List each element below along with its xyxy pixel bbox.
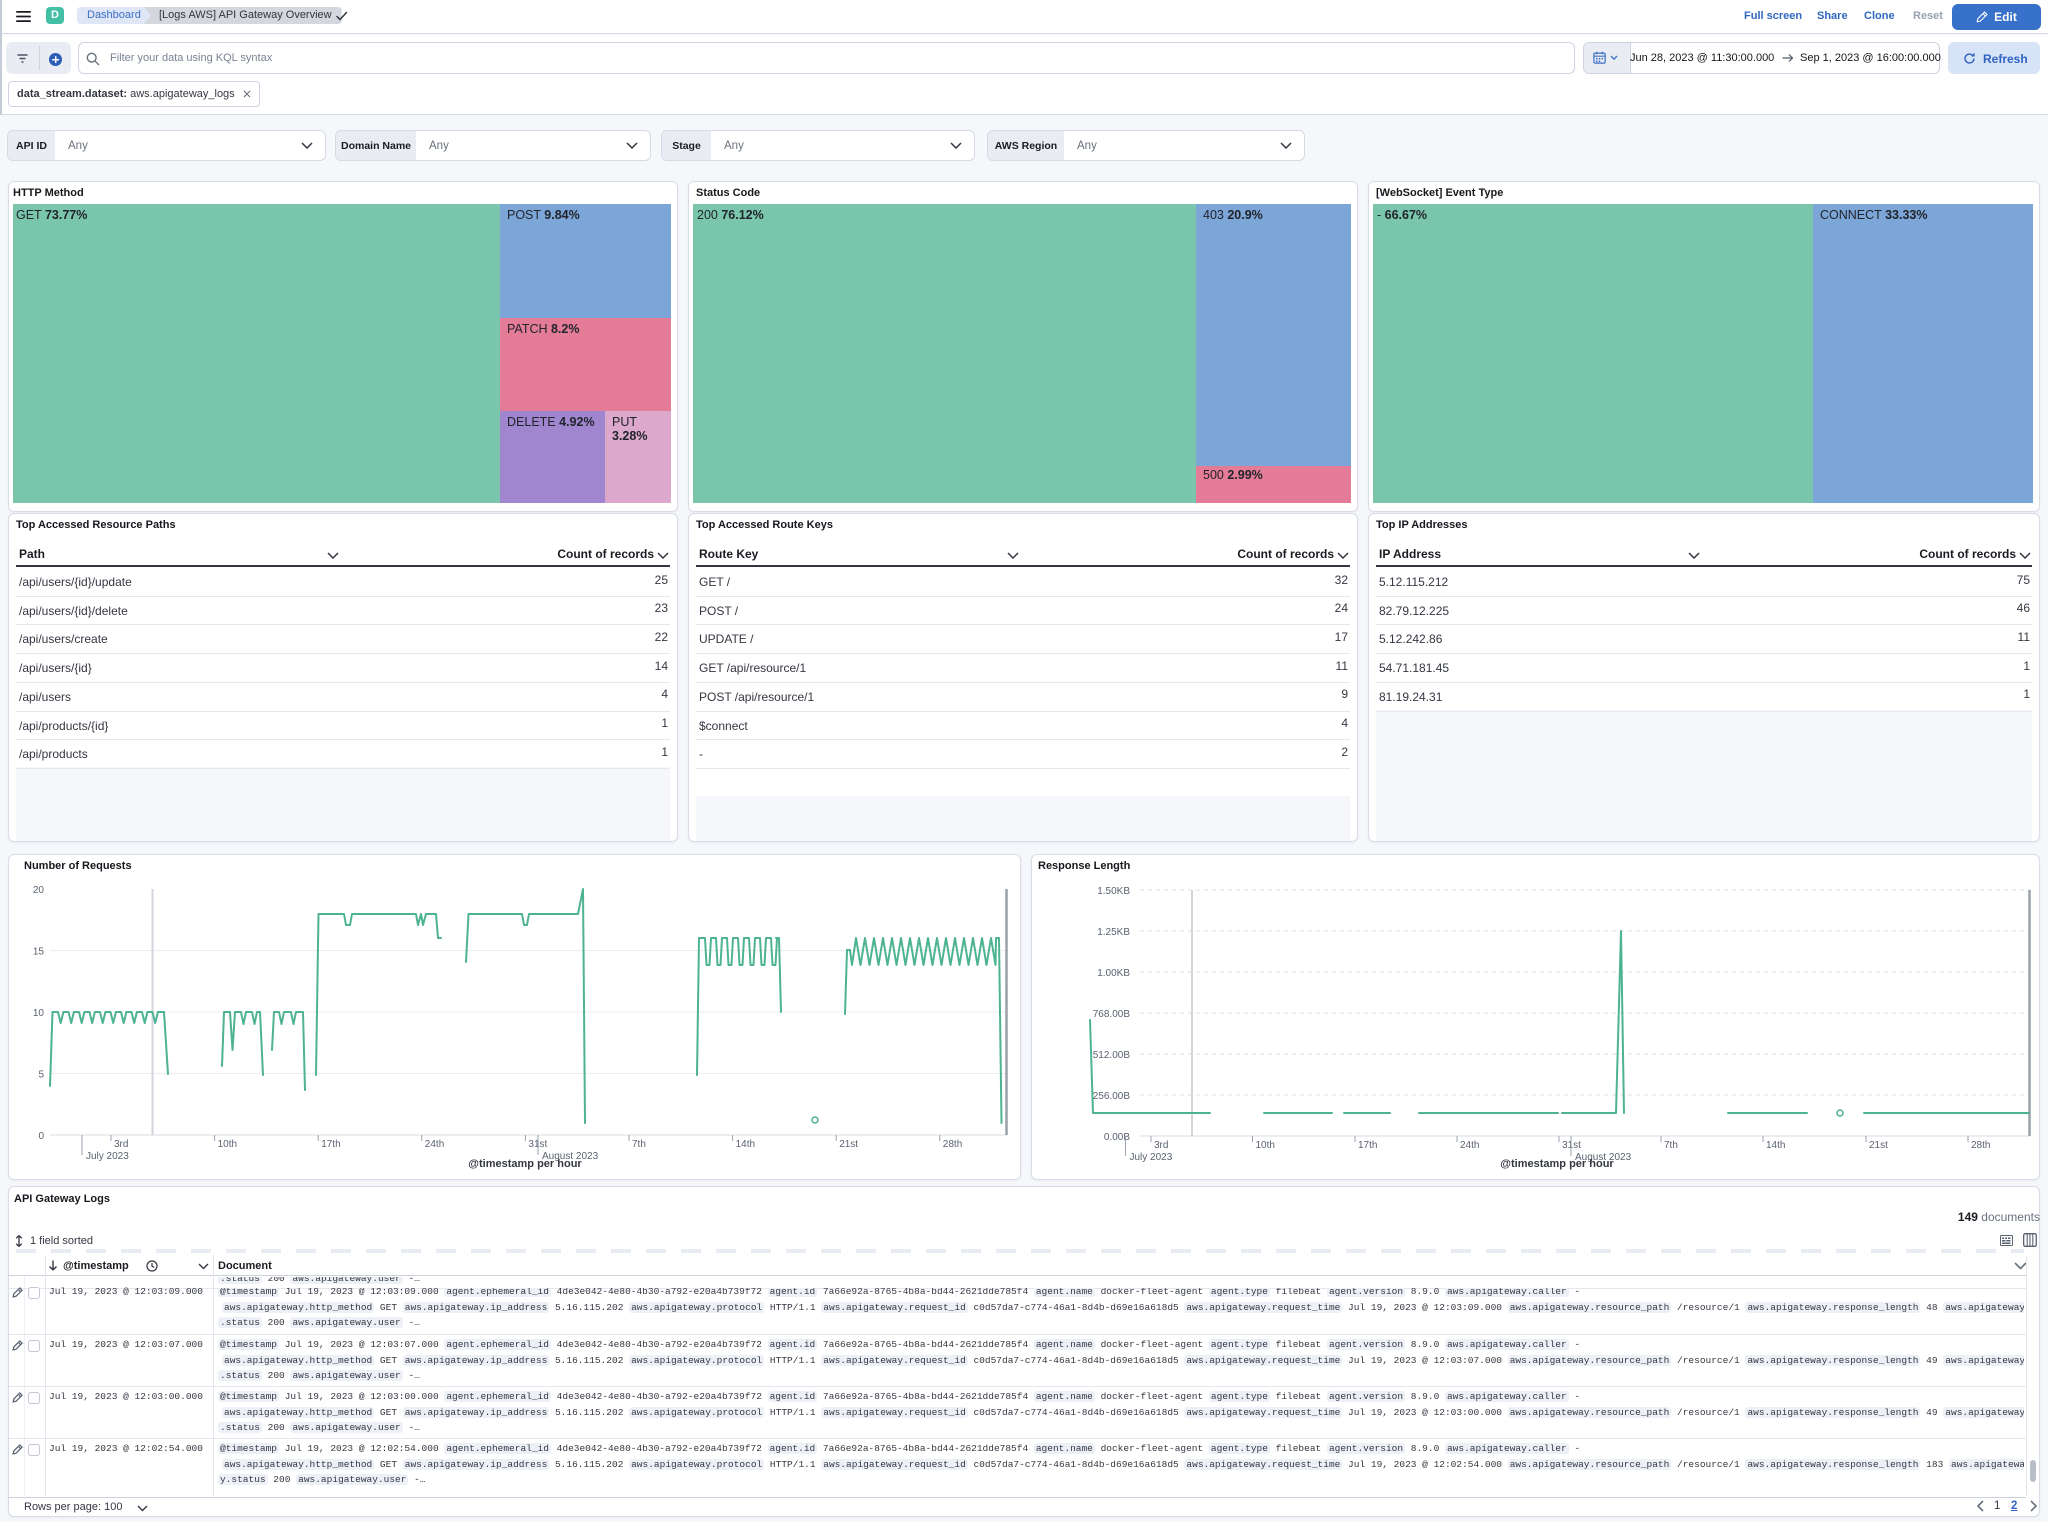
- svg-text:24th: 24th: [1460, 1140, 1479, 1151]
- svg-text:28th: 28th: [1971, 1140, 1990, 1151]
- svg-text:17th: 17th: [1358, 1140, 1377, 1151]
- svg-text:5: 5: [38, 1070, 44, 1081]
- svg-text:17th: 17th: [321, 1139, 340, 1150]
- svg-text:July 2023: July 2023: [86, 1151, 129, 1162]
- svg-text:@timestamp per hour: @timestamp per hour: [468, 1158, 582, 1170]
- svg-text:21st: 21st: [839, 1139, 858, 1150]
- svg-text:24th: 24th: [425, 1139, 444, 1150]
- svg-text:14th: 14th: [1766, 1140, 1785, 1151]
- svg-text:July 2023: July 2023: [1130, 1152, 1173, 1163]
- svg-text:0: 0: [38, 1131, 44, 1142]
- svg-text:7th: 7th: [1664, 1140, 1678, 1151]
- svg-text:1.00KB: 1.00KB: [1097, 968, 1130, 979]
- svg-text:512.00B: 512.00B: [1093, 1050, 1131, 1061]
- svg-text:10th: 10th: [1256, 1140, 1275, 1151]
- svg-text:14th: 14th: [736, 1139, 755, 1150]
- svg-text:256.00B: 256.00B: [1093, 1091, 1131, 1102]
- svg-text:@timestamp per hour: @timestamp per hour: [1500, 1158, 1614, 1170]
- svg-text:August 2023: August 2023: [542, 1151, 599, 1162]
- svg-text:3rd: 3rd: [1154, 1140, 1168, 1151]
- svg-text:7th: 7th: [632, 1139, 646, 1150]
- svg-text:15: 15: [33, 947, 45, 958]
- svg-text:1.50KB: 1.50KB: [1097, 886, 1130, 897]
- svg-text:10: 10: [33, 1008, 45, 1019]
- svg-text:28th: 28th: [943, 1139, 962, 1150]
- svg-text:10th: 10th: [218, 1139, 237, 1150]
- svg-text:768.00B: 768.00B: [1093, 1009, 1131, 1020]
- svg-text:0.00B: 0.00B: [1104, 1132, 1130, 1143]
- svg-text:20: 20: [33, 885, 45, 896]
- svg-text:3rd: 3rd: [114, 1139, 128, 1150]
- svg-text:1.25KB: 1.25KB: [1097, 927, 1130, 938]
- svg-text:August 2023: August 2023: [1575, 1152, 1632, 1163]
- svg-text:31st: 31st: [1562, 1140, 1581, 1151]
- svg-text:21st: 21st: [1869, 1140, 1888, 1151]
